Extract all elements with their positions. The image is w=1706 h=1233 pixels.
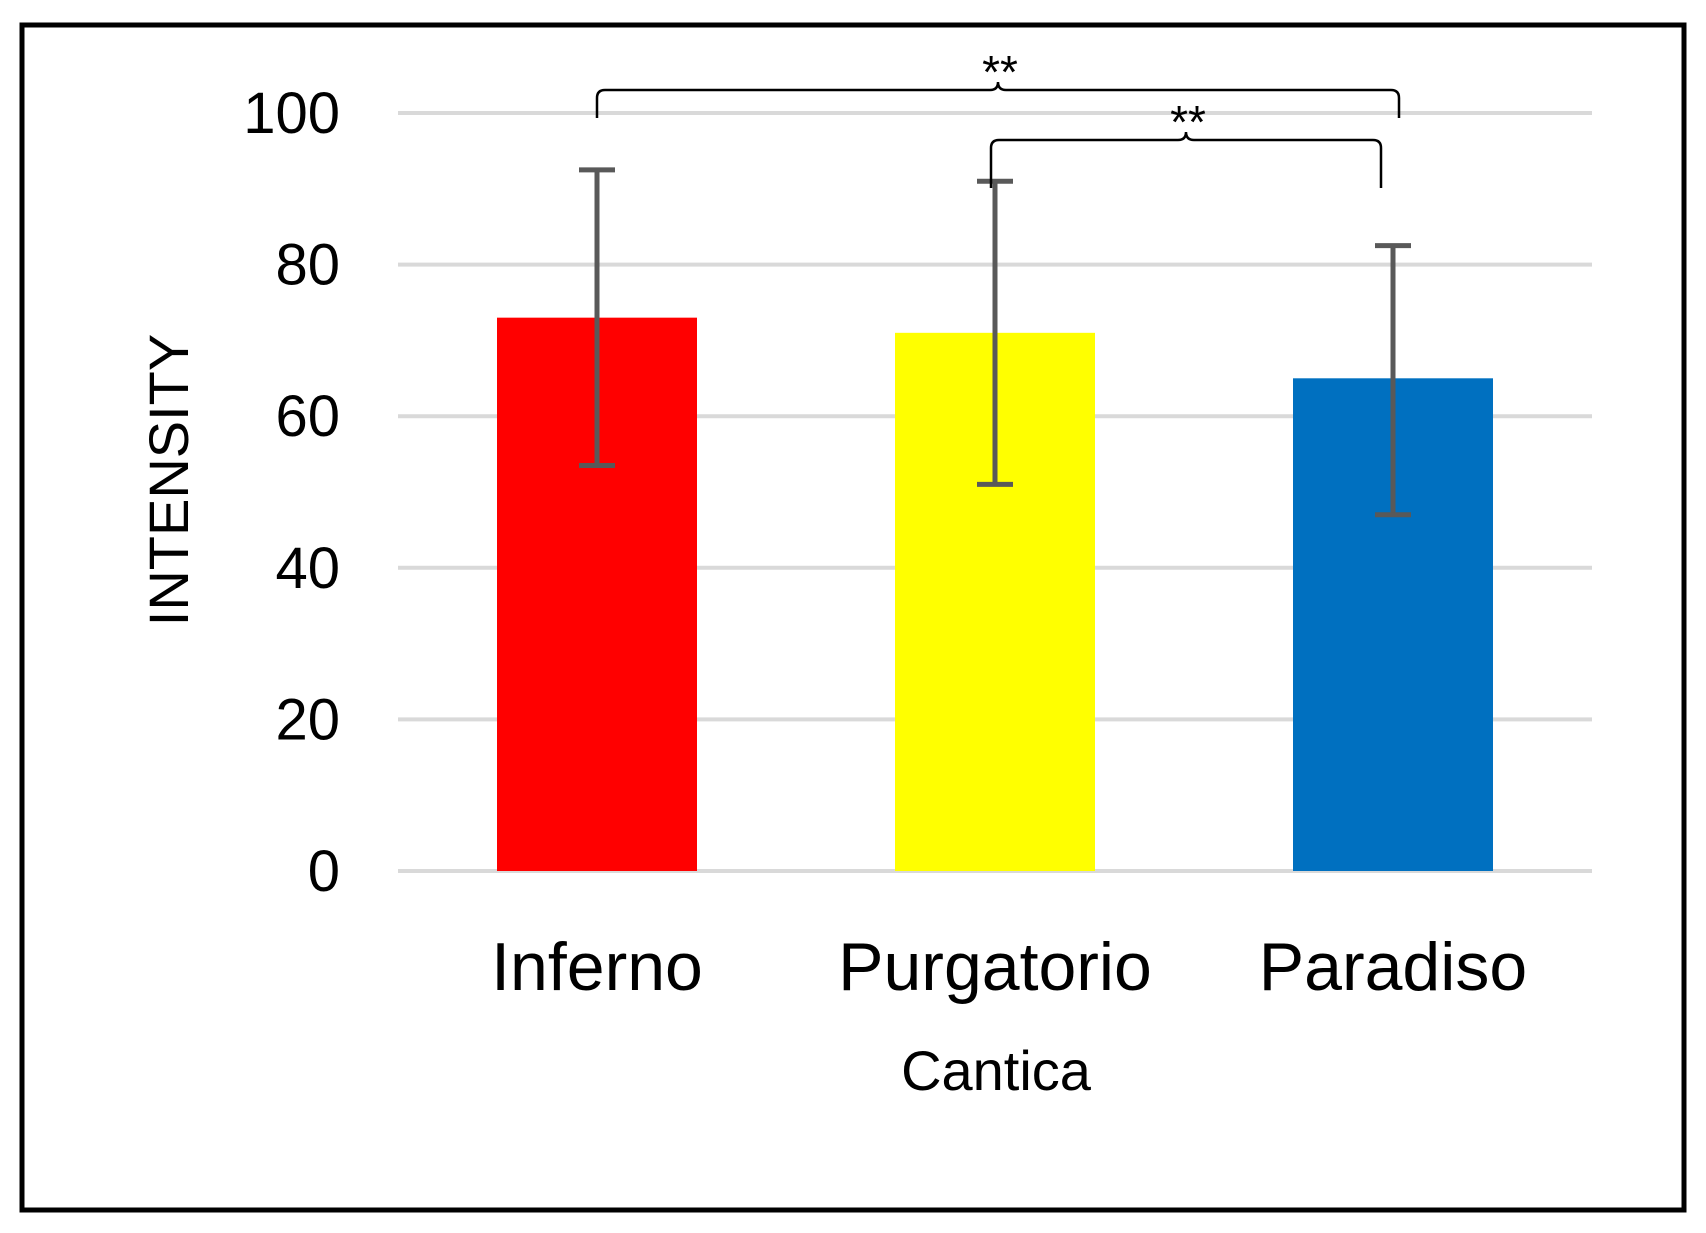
y-tick-label: 60 xyxy=(275,384,340,449)
y-tick-label: 100 xyxy=(243,81,340,146)
x-tick-label: Inferno xyxy=(491,929,703,1005)
y-tick-label: 40 xyxy=(275,536,340,601)
significance-bracket xyxy=(989,131,1383,188)
significance-label: ** xyxy=(982,46,1018,98)
y-axis-ticks: 0 20 40 60 80 100 xyxy=(243,81,340,904)
y-axis-label: INTENSITY xyxy=(137,334,200,626)
x-tick-label: Purgatorio xyxy=(838,929,1152,1005)
y-tick-label: 0 xyxy=(308,839,340,904)
y-tick-label: 20 xyxy=(275,687,340,752)
significance-bracket xyxy=(595,81,1401,118)
error-bars xyxy=(579,167,1411,518)
significance-label: ** xyxy=(1170,96,1206,148)
x-tick-label: Paradiso xyxy=(1259,929,1527,1005)
x-axis-categories: Inferno Purgatorio Paradiso xyxy=(491,929,1527,1005)
x-axis-label: Cantica xyxy=(901,1039,1092,1102)
significance-brackets: ** ** xyxy=(595,46,1401,188)
error-bar-paradiso xyxy=(1375,243,1411,518)
error-bar-purgatorio xyxy=(977,178,1013,487)
error-bar-inferno xyxy=(579,167,615,468)
y-tick-label: 80 xyxy=(275,233,340,298)
